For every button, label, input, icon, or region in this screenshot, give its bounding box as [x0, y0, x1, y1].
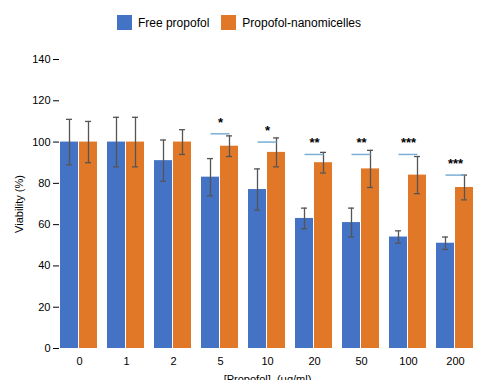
svg-text:20: 20 [308, 355, 320, 367]
svg-text:100: 100 [399, 355, 417, 367]
svg-text:1: 1 [123, 355, 129, 367]
svg-text:2: 2 [170, 355, 176, 367]
html-text:Propofol-nanomicelles: Propofol-nanomicelles [242, 15, 361, 30]
svg-text:100: 100 [32, 136, 50, 148]
svg-text:**: ** [356, 135, 367, 150]
svg-text:40: 40 [38, 259, 50, 271]
svg-text:50: 50 [355, 355, 367, 367]
svg-text:[Propofol] (μg/ml): [Propofol] (μg/ml) [224, 373, 312, 380]
svg-text:200: 200 [446, 355, 464, 367]
svg-text:80: 80 [38, 177, 50, 189]
svg-text:140: 140 [32, 53, 50, 65]
svg-text:5: 5 [217, 355, 223, 367]
svg-text:***: *** [401, 135, 417, 150]
svg-text:***: *** [448, 156, 464, 171]
svg-text:*: * [265, 123, 271, 138]
html-text:Free propofol: Free propofol [137, 15, 210, 30]
svg-text:10: 10 [261, 355, 273, 367]
svg-text:0: 0 [76, 355, 82, 367]
svg-text:20: 20 [38, 301, 50, 313]
svg-text:**: ** [309, 135, 320, 150]
svg-text:Viability (%): Viability (%) [13, 175, 25, 233]
svg-text:0: 0 [44, 342, 50, 354]
svg-text:120: 120 [32, 94, 50, 106]
svg-text:*: * [218, 115, 224, 130]
svg-text:60: 60 [38, 218, 50, 230]
